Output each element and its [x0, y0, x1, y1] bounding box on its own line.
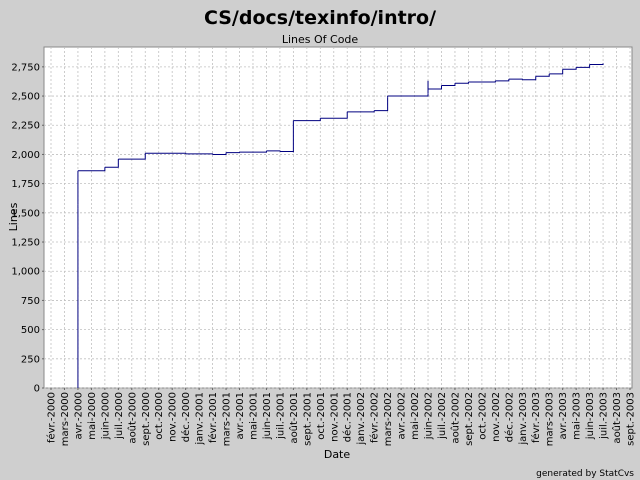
line-step: [145, 152, 187, 154]
x-tick-label: déc.-2000: [180, 392, 192, 442]
x-tick-label: juil.-2002: [437, 392, 448, 440]
x-tick-label: avr.-2000: [73, 392, 84, 439]
x-tick-label: mars-2001: [222, 392, 233, 446]
x-tick-label: avr.-2002: [397, 392, 408, 439]
chart-subtitle: Lines Of Code: [282, 33, 359, 46]
x-tick-label: juin-2003: [585, 392, 596, 440]
y-tick-label: 1,750: [11, 179, 40, 190]
x-tick-label: mars-2000: [60, 392, 71, 446]
line-step: [279, 151, 294, 153]
line-step: [441, 83, 456, 87]
line-step: [226, 152, 241, 154]
x-tick-label: févr.-2001: [207, 392, 219, 443]
x-tick-label: août-2000: [126, 392, 138, 444]
x-tick-label: janv.-2002: [356, 392, 367, 446]
x-tick-label: mai-2002: [410, 392, 421, 440]
x-tick-label: mars-2002: [383, 392, 394, 446]
line-step: [77, 167, 106, 172]
x-tick-label: mai-2000: [87, 392, 98, 440]
x-tick-label: sept.-2000: [141, 392, 152, 446]
x-tick-label: févr.-2000: [46, 392, 58, 443]
x-tick-label: août-2003: [611, 392, 623, 444]
x-tick-label: mai-2003: [572, 392, 583, 440]
line-step: [535, 73, 550, 77]
x-tick-label: févr.-2003: [530, 392, 542, 443]
line-step: [549, 69, 564, 75]
x-tick-label: août-2001: [288, 392, 300, 444]
line-step: [428, 85, 442, 90]
y-tick-label: 2,250: [11, 121, 40, 132]
x-tick-label: août-2002: [449, 392, 461, 444]
line-step: [387, 93, 429, 97]
line-step: [562, 67, 577, 70]
x-tick-label: nov.-2002: [491, 392, 502, 442]
x-tick-label: juil.-2001: [275, 392, 286, 440]
line-step: [266, 150, 281, 152]
line-step: [293, 118, 321, 122]
x-tick-label: févr.-2002: [369, 392, 381, 443]
x-tick-label: nov.-2001: [329, 392, 340, 442]
x-tick-label: avr.-2001: [235, 392, 246, 439]
x-tick-label: juin-2002: [424, 392, 435, 440]
x-tick-label: janv.-2003: [518, 392, 529, 446]
y-tick-label: 1,250: [11, 238, 40, 249]
x-tick-label: mars-2003: [545, 392, 556, 446]
x-tick-label: juil.-2000: [114, 392, 125, 440]
y-tick-label: 0: [34, 384, 40, 395]
x-tick-label: oct.-2002: [477, 392, 488, 440]
x-tick-label: déc.-2001: [342, 392, 354, 442]
chart-title: CS/docs/texinfo/intro/: [204, 7, 436, 29]
x-tick-label: juin-2001: [262, 392, 273, 440]
x-tick-label: sept.-2003: [626, 392, 637, 446]
x-tick-label: oct.-2000: [154, 392, 165, 440]
x-tick-label: avr.-2003: [558, 392, 569, 439]
y-tick-label: 500: [21, 325, 40, 336]
y-tick-label: 250: [21, 354, 40, 365]
y-tick-label: 2,500: [11, 92, 40, 103]
x-tick-label: nov.-2000: [168, 392, 179, 442]
x-tick-label: juin-2000: [100, 392, 111, 440]
x-tick-label: oct.-2001: [316, 392, 327, 440]
line-step: [576, 64, 591, 68]
line-step: [522, 76, 537, 81]
x-axis-label: Date: [324, 448, 351, 461]
line-step: [185, 153, 214, 155]
x-tick-label: sept.-2001: [302, 392, 313, 446]
y-axis-label: Lines: [7, 202, 20, 231]
line-step: [589, 63, 604, 66]
line-step: [374, 97, 389, 112]
plot-area: [43, 46, 633, 389]
y-tick-label: 750: [21, 296, 40, 307]
y-tick-label: 2,750: [11, 62, 40, 73]
x-tick-label: juil.-2003: [599, 392, 610, 440]
x-tick-label: mai-2001: [248, 392, 259, 440]
line-step: [212, 152, 227, 155]
footer: generated by StatCvs: [536, 469, 634, 479]
x-tick-label: sept.-2002: [464, 392, 475, 446]
x-tick-label: déc.-2002: [503, 392, 515, 442]
y-tick-label: 1,000: [11, 267, 40, 278]
y-tick-label: 2,000: [11, 150, 40, 161]
line-step: [495, 79, 510, 82]
line-step: [320, 111, 348, 119]
line-step: [118, 153, 146, 160]
line-step: [508, 78, 523, 80]
x-tick-label: janv.-2001: [195, 392, 206, 446]
line-step: [104, 159, 119, 168]
y-tick-label: 1,500: [11, 208, 40, 219]
